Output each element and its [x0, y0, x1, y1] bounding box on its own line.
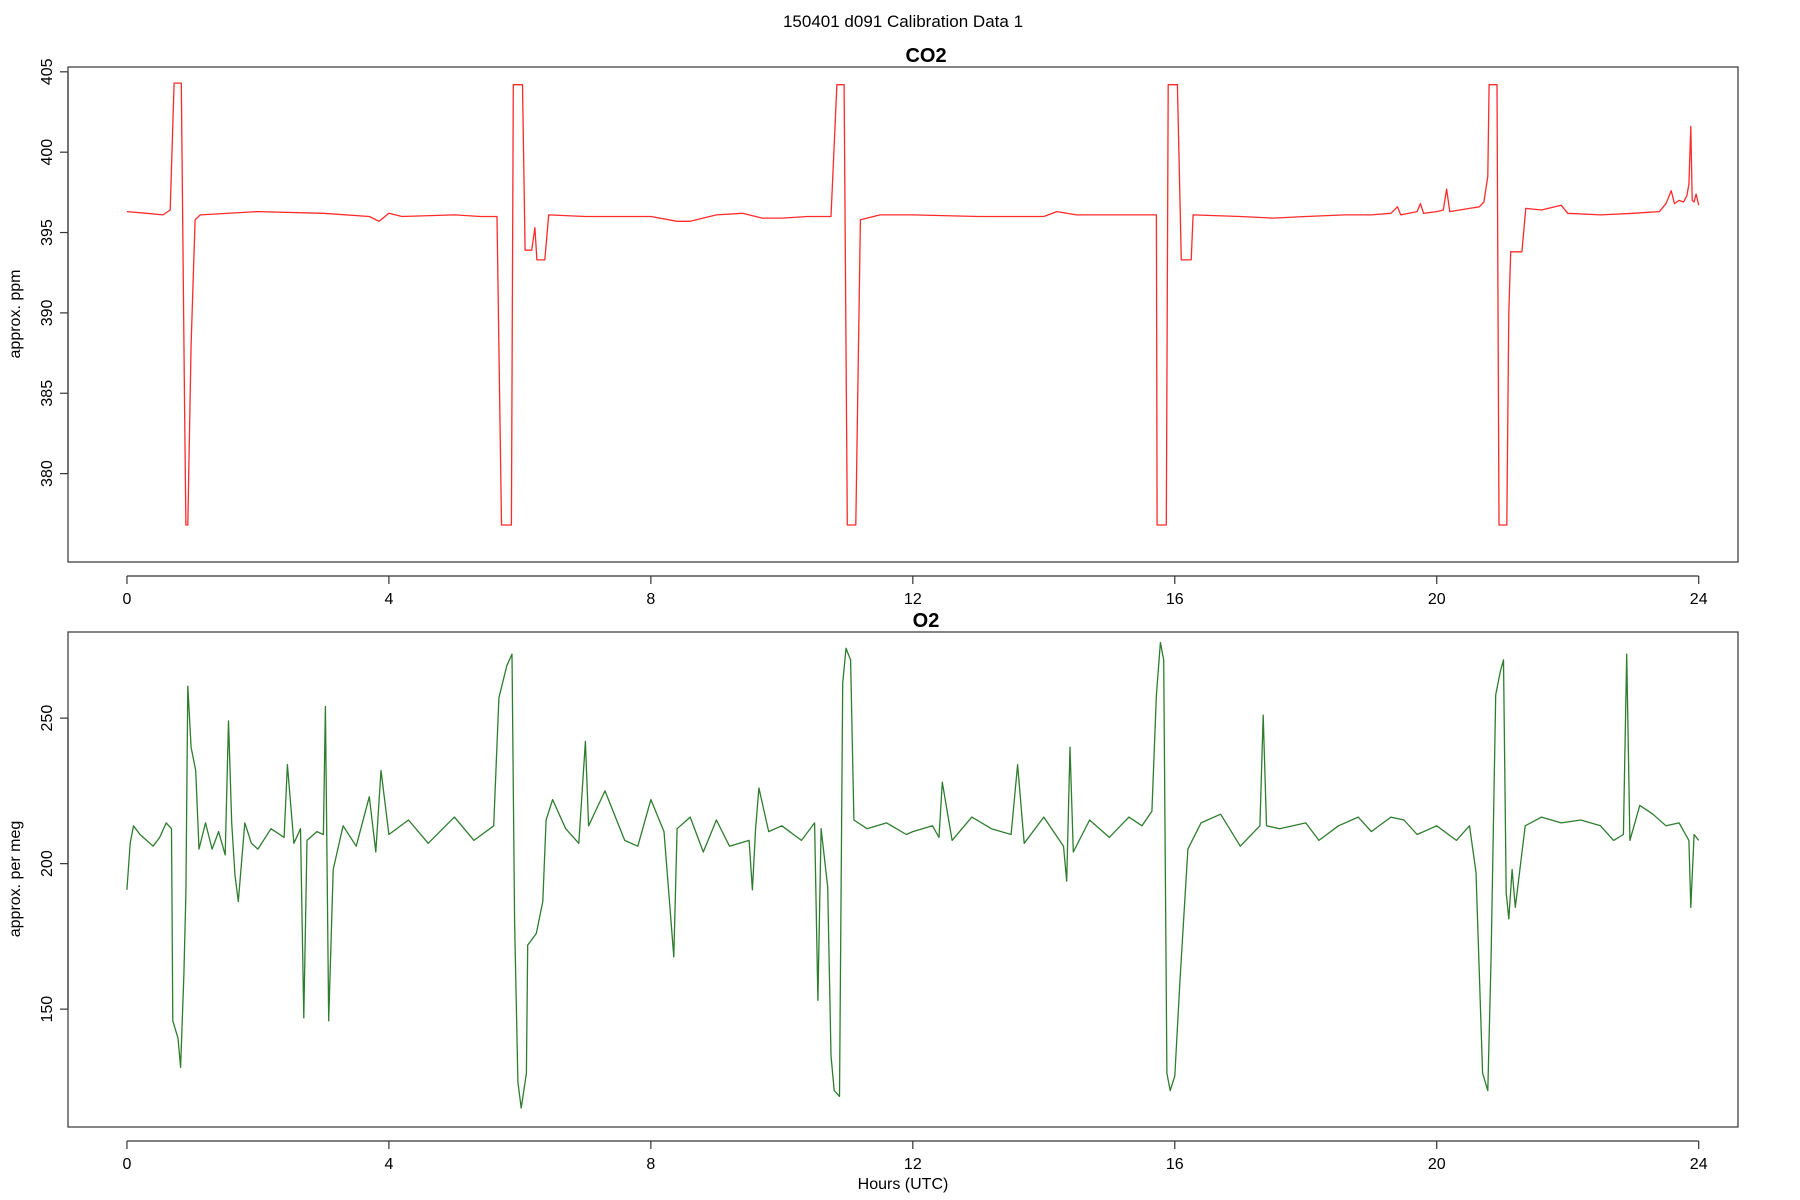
co2-y-tick-label: 395 — [39, 219, 56, 246]
co2-series-line — [126, 82, 1700, 526]
o2-x-axis: 0 4 8 12 16 20 24 — [122, 1140, 1708, 1173]
co2-y-axis-label: approx. ppm — [7, 270, 24, 359]
co2-x-tick-label: 16 — [1166, 591, 1184, 608]
co2-y-tick-label: 400 — [39, 139, 56, 166]
o2-x-axis-label: Hours (UTC) — [858, 1176, 949, 1193]
o2-x-tick-label: 24 — [1690, 1156, 1708, 1173]
o2-x-tick-label: 0 — [122, 1156, 131, 1173]
o2-x-tick-label: 8 — [646, 1156, 655, 1173]
o2-x-tick-label: 16 — [1166, 1156, 1184, 1173]
co2-panel-title: CO2 — [905, 45, 946, 67]
o2-x-tick-label: 12 — [904, 1156, 922, 1173]
o2-x-tick-label: 4 — [384, 1156, 393, 1173]
o2-series — [126, 641, 1700, 1109]
co2-x-tick-label: 12 — [904, 591, 922, 608]
co2-x-tick-label: 20 — [1428, 591, 1446, 608]
co2-panel: CO2 approx. ppm 0 4 8 12 16 20 24 380 385 390 395… — [7, 45, 1739, 608]
co2-y-tick-label: 390 — [39, 299, 56, 326]
o2-plot-frame — [67, 631, 1739, 1128]
co2-y-tick-label: 380 — [39, 460, 56, 487]
co2-x-axis: 0 4 8 12 16 20 24 — [122, 575, 1708, 608]
o2-y-tick-label: 200 — [39, 850, 56, 877]
o2-x-tick-label: 20 — [1428, 1156, 1446, 1173]
co2-x-tick-label: 8 — [646, 591, 655, 608]
o2-y-axis: 150 200 250 — [39, 705, 69, 1023]
figure-title: 150401 d091 Calibration Data 1 — [783, 12, 1023, 31]
co2-x-tick-label: 24 — [1690, 591, 1708, 608]
o2-panel: O2 approx. per meg Hours (UTC) 0 4 8 12 16 20… — [7, 610, 1739, 1193]
co2-y-tick-label: 385 — [39, 380, 56, 407]
co2-x-tick-label: 0 — [122, 591, 131, 608]
co2-y-tick-label: 405 — [39, 58, 56, 85]
o2-y-tick-label: 150 — [39, 996, 56, 1023]
o2-y-axis-label: approx. per meg — [7, 821, 24, 938]
co2-series — [126, 82, 1700, 526]
co2-plot-frame — [67, 66, 1739, 563]
o2-series-line — [126, 641, 1700, 1109]
co2-x-tick-label: 4 — [384, 591, 393, 608]
co2-y-axis: 380 385 390 395 400 405 — [39, 58, 69, 487]
o2-y-tick-label: 250 — [39, 705, 56, 732]
o2-panel-title: O2 — [913, 610, 940, 632]
